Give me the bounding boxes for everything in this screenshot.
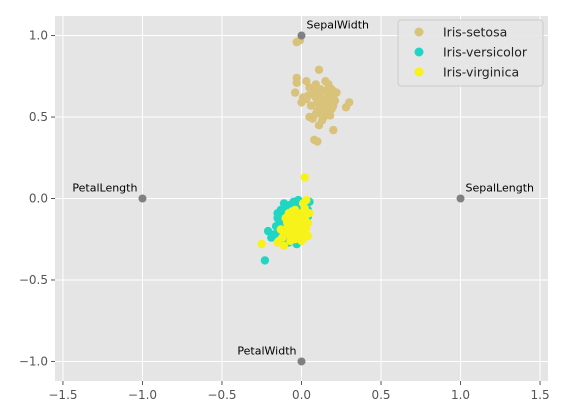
anchor-label-petalwidth: PetalWidth	[237, 344, 296, 357]
series-iris-virginica	[257, 173, 314, 250]
data-point	[260, 256, 270, 265]
anchor-points: SepalLength SepalWidth PetalLength PetalWid…	[72, 19, 534, 366]
data-point	[279, 241, 289, 250]
data-point	[325, 111, 335, 120]
anchor-label-sepallength: SepalLength	[466, 182, 534, 195]
data-point	[329, 101, 338, 110]
x-tick-label: 1.5	[531, 388, 550, 402]
data-point	[292, 73, 301, 83]
anchor-label-sepalwidth: SepalWidth	[307, 19, 370, 32]
data-point	[290, 88, 300, 97]
data-point	[300, 173, 309, 182]
data-point	[284, 209, 293, 218]
data-point	[270, 230, 279, 239]
anchor-point-sepalwidth	[297, 31, 306, 40]
data-point	[314, 65, 324, 75]
axis-ticks: −1.5 −1.0 −0.5 0.0 0.5 1.0 1.5 −1.0 −0.5 0.0 0.5 1.…	[19, 29, 550, 402]
data-point	[302, 195, 311, 205]
y-tick-label: −0.5	[19, 273, 48, 287]
x-tick-label: −1.0	[128, 388, 157, 402]
series-iris-setosa	[290, 36, 354, 146]
data-point	[345, 98, 354, 107]
legend-label: Iris-virginica	[443, 65, 519, 80]
data-point	[310, 135, 319, 144]
y-tick-label: 0.5	[29, 110, 48, 124]
legend-box	[397, 19, 544, 87]
legend-marker	[414, 27, 424, 37]
data-point	[305, 112, 314, 122]
x-tick-label: 0.0	[292, 388, 311, 402]
legend-marker	[414, 67, 424, 77]
x-tick-label: 1.0	[451, 388, 470, 402]
x-tick-label: −0.5	[207, 388, 236, 402]
data-point	[300, 226, 309, 236]
data-point	[306, 101, 316, 110]
data-point	[279, 199, 289, 208]
x-tick-label: 0.5	[371, 388, 390, 402]
data-point	[302, 77, 311, 86]
anchor-point-sepallength	[456, 194, 465, 203]
data-point	[297, 209, 306, 218]
data-point	[329, 125, 338, 135]
data-points	[257, 36, 354, 265]
y-tick-label: −1.0	[19, 354, 48, 368]
data-point	[276, 205, 285, 215]
anchor-point-petalwidth	[297, 357, 306, 366]
x-tick-label: −1.5	[48, 388, 77, 402]
anchor-point-petallength	[138, 194, 147, 203]
data-point	[257, 239, 266, 249]
anchor-label-petallength: PetalLength	[72, 182, 137, 195]
legend-label: Iris-setosa	[443, 25, 507, 40]
data-point	[298, 235, 308, 244]
legend-label: Iris-versicolor	[443, 45, 528, 60]
data-point	[321, 86, 330, 96]
y-tick-label: 0.0	[29, 192, 48, 206]
data-point	[290, 205, 300, 215]
data-point	[286, 236, 295, 246]
data-point	[318, 101, 327, 110]
data-point	[311, 80, 320, 89]
data-point	[332, 88, 341, 97]
data-point	[263, 226, 273, 236]
data-point	[292, 222, 301, 231]
y-tick-label: 1.0	[29, 29, 48, 43]
data-point	[279, 230, 289, 239]
legend-marker	[414, 47, 424, 57]
data-point	[314, 121, 324, 130]
legend: Iris-setosa Iris-versicolor Iris-virginica	[397, 19, 544, 87]
data-point	[287, 228, 297, 237]
